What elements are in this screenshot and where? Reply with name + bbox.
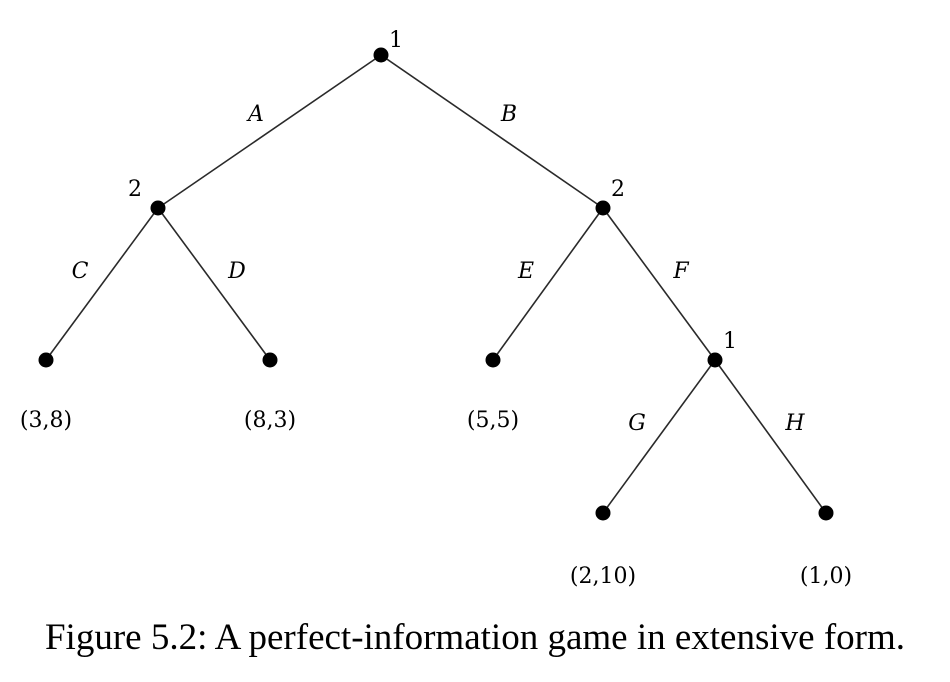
action-label-e: E (517, 259, 534, 284)
node-left (150, 200, 166, 216)
payoff-label-leafD: (8,3) (244, 408, 296, 433)
edge-e (492, 207, 604, 361)
edge-h (714, 359, 827, 514)
action-label-g: G (628, 411, 646, 436)
payoff-label-leafG: (2,10) (570, 564, 636, 589)
player-label-right: 2 (611, 177, 625, 202)
edge-d (157, 207, 271, 361)
payoff-label-leafE: (5,5) (467, 408, 519, 433)
node-leafG (595, 505, 611, 521)
node-leafE (485, 352, 501, 368)
edge-g (602, 359, 716, 514)
node-leafD (262, 352, 278, 368)
node-rf (707, 352, 723, 368)
payoff-label-leafC: (3,8) (20, 408, 72, 433)
player-label-rf: 1 (723, 329, 737, 354)
node-leafC (38, 352, 54, 368)
action-label-b: B (500, 102, 517, 127)
edge-a (157, 54, 382, 209)
node-leafH (818, 505, 834, 521)
action-label-a: A (246, 102, 264, 127)
node-root (373, 47, 389, 63)
action-label-c: C (72, 259, 89, 284)
action-label-f: F (672, 259, 689, 284)
edge-c (45, 207, 159, 361)
payoff-label-leafH: (1,0) (800, 564, 852, 589)
edge-f (602, 207, 716, 361)
action-label-d: D (227, 259, 246, 284)
action-label-h: H (784, 411, 805, 436)
player-label-root: 1 (389, 28, 403, 53)
node-right (595, 200, 611, 216)
player-label-left: 2 (128, 177, 142, 202)
edge-b (380, 54, 604, 209)
figure-caption: Figure 5.2: A perfect-information game i… (44, 617, 905, 658)
